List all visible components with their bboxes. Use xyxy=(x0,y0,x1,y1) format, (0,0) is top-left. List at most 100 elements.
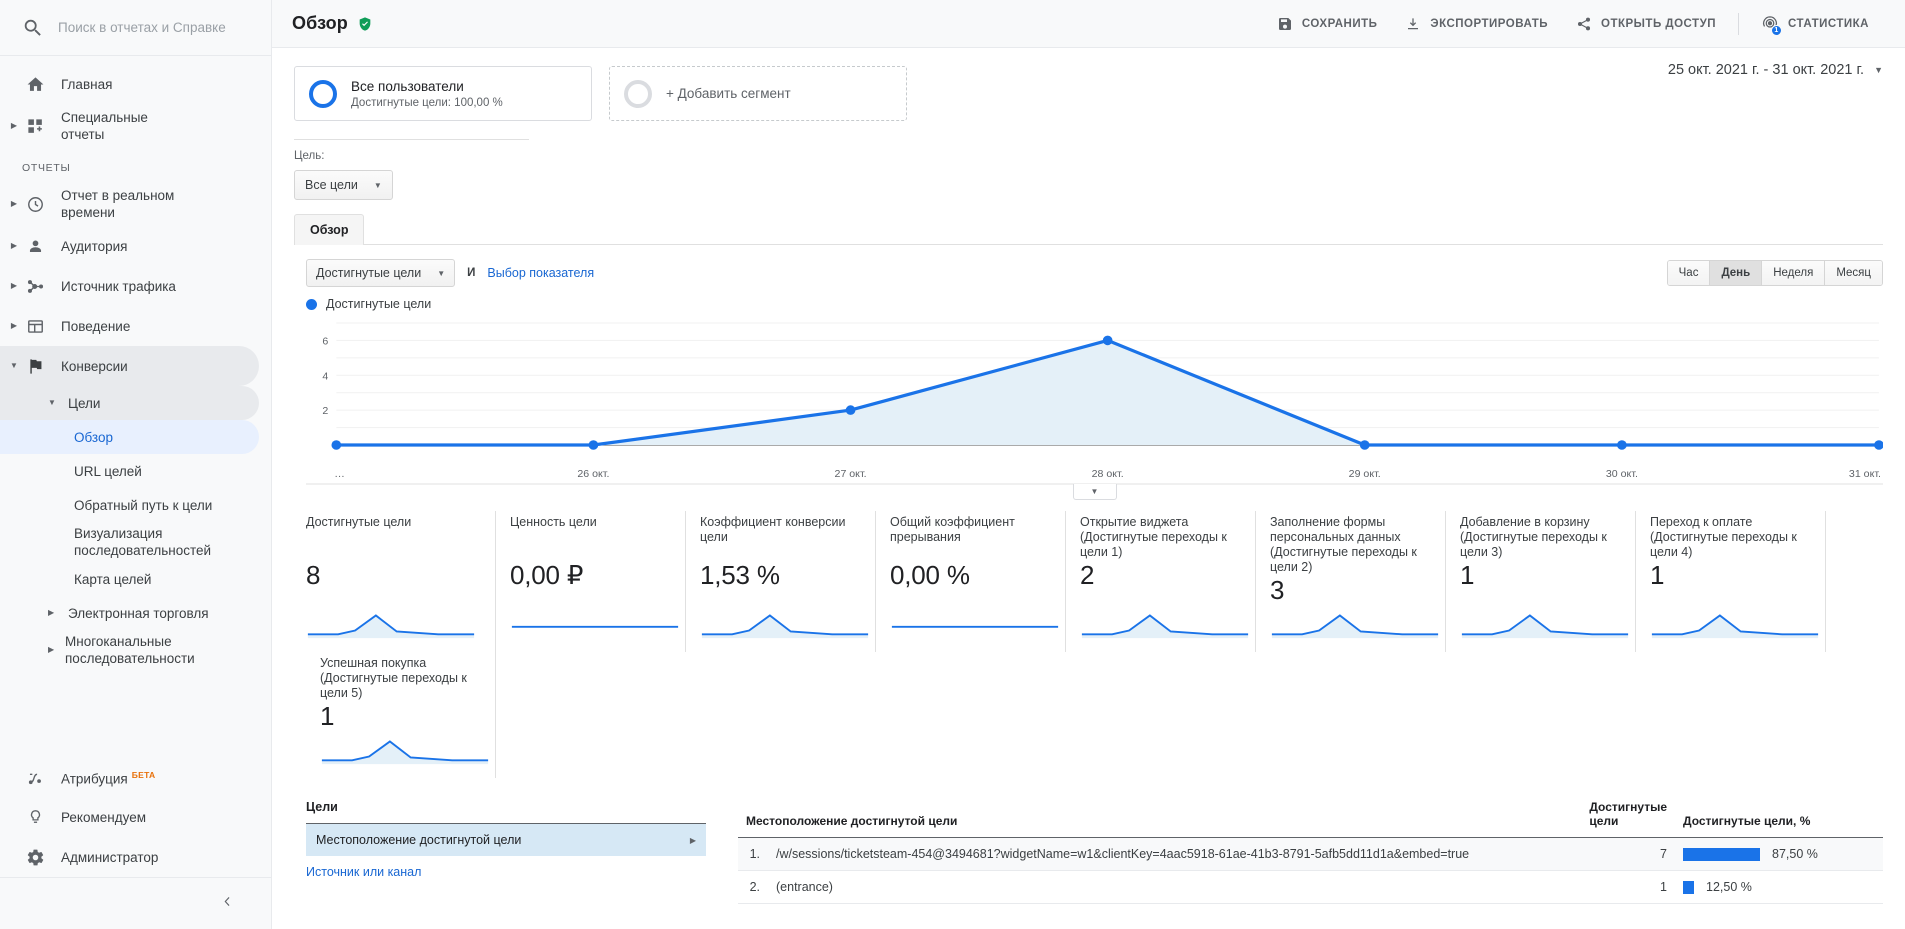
sidebar-item-label: Поведение xyxy=(61,318,131,334)
goal-select[interactable]: Все цели ▼ xyxy=(294,170,393,200)
search-input[interactable] xyxy=(58,20,233,35)
metric-card[interactable]: Ценность цели 0,00 ₽ xyxy=(496,511,686,652)
sidebar-group-multichannel[interactable]: ▶ Многоканальные последовательности xyxy=(0,630,259,670)
metric-card-value: 1 xyxy=(1460,560,1475,590)
table-body: 1./w/sessions/ticketsteam-454@3494681?wi… xyxy=(738,837,1883,904)
sidebar-item-realtime[interactable]: ▶ Отчет в реальном времени xyxy=(0,182,259,226)
row-index: 2. xyxy=(738,870,768,904)
sidebar-item-home[interactable]: Главная xyxy=(0,64,259,104)
chevron-right-icon[interactable]: ▶ xyxy=(48,608,55,617)
sidebar-item-goal-urls[interactable]: URL целей xyxy=(0,454,259,488)
metric-card[interactable]: Добавление в корзину (Достигнутые перехо… xyxy=(1446,511,1636,652)
granularity-hour[interactable]: Час xyxy=(1667,261,1711,285)
metric-card-body: Добавление в корзину (Достигнутые перехо… xyxy=(1446,511,1621,590)
chevron-right-icon[interactable]: ▶ xyxy=(10,281,18,290)
select-metric-link[interactable]: Выбор показателя xyxy=(487,266,595,280)
date-range-picker[interactable]: 25 окт. 2021 г. - 31 окт. 2021 г. ▼ xyxy=(1668,62,1883,78)
metric-card-value: 2 xyxy=(1080,560,1095,590)
sidebar-group-label: Многоканальные последовательности xyxy=(65,634,195,666)
attribution-icon xyxy=(22,768,48,787)
sidebar-collapse-button[interactable] xyxy=(0,877,271,929)
chart-expand-handle[interactable]: ▼ xyxy=(1072,484,1117,500)
metric-cards: Достигнутые цели 8 Ценность цели 0,00 ₽ Коэф… xyxy=(272,501,1905,778)
sidebar-section-label: ОТЧЕТЫ xyxy=(22,162,71,174)
svg-text:6: 6 xyxy=(322,335,328,347)
segment-name: Все пользователи xyxy=(351,79,464,94)
granularity-day[interactable]: День xyxy=(1710,261,1763,285)
chevron-down-icon[interactable]: ▼ xyxy=(10,361,18,370)
sidebar-item-label: Аудитория xyxy=(61,238,128,254)
sidebar-item-admin[interactable]: Администратор xyxy=(0,837,259,877)
metric-card[interactable]: Достигнутые цели 8 xyxy=(306,511,496,652)
chevron-right-icon[interactable]: ▶ xyxy=(689,835,696,845)
metric-card[interactable]: Общий коэффициент прерывания 0,00 % xyxy=(876,511,1066,652)
sidebar-item-attribution[interactable]: Атрибуция БЕТА xyxy=(0,757,259,797)
chevron-right-icon[interactable]: ▶ xyxy=(10,321,18,330)
sparkline xyxy=(1636,605,1819,652)
chevron-down-icon[interactable]: ▼ xyxy=(48,398,56,407)
sparkline xyxy=(306,605,481,652)
sidebar-item-label: Атрибуция БЕТА xyxy=(61,769,156,787)
chevron-right-icon[interactable]: ▶ xyxy=(10,199,18,208)
row-location-link[interactable]: (entrance) xyxy=(768,870,1582,904)
download-icon xyxy=(1405,16,1421,32)
chevron-right-icon[interactable]: ▶ xyxy=(10,121,18,130)
sidebar-item-audience[interactable]: ▶ Аудитория xyxy=(0,226,259,266)
goal-location-table: Местоположение достигнутой цели Достигну… xyxy=(706,800,1883,904)
metric-card[interactable]: Открытие виджета (Достигнутые переходы к… xyxy=(1066,511,1256,652)
tab-overview[interactable]: Обзор xyxy=(294,214,365,245)
segment-card-all-users[interactable]: Все пользователи Достигнутые цели: 100,0… xyxy=(294,66,592,121)
chart-controls: Достигнутые цели ▼ И Выбор показателя Ча… xyxy=(272,245,1905,287)
sidebar-search-row[interactable] xyxy=(0,0,271,56)
table-header-row: Местоположение достигнутой цели Достигну… xyxy=(738,800,1883,838)
metric-card-body: Достигнутые цели 8 xyxy=(306,511,481,590)
chart-canvas[interactable]: 2 4 6 xyxy=(306,315,1883,465)
metric-card-body: Открытие виджета (Достигнутые переходы к… xyxy=(1066,511,1241,590)
sidebar-item-reverse-goal-path[interactable]: Обратный путь к цели xyxy=(0,488,259,522)
metric-card[interactable]: Успешная покупка (Достигнутые переходы к… xyxy=(306,652,496,778)
share-label: ОТКРЫТЬ ДОСТУП xyxy=(1601,17,1717,30)
sidebar-item-label: Рекомендуем xyxy=(61,809,146,825)
table-row[interactable]: 1./w/sessions/ticketsteam-454@3494681?wi… xyxy=(738,837,1883,871)
add-segment-button[interactable]: + Добавить сегмент xyxy=(609,66,907,121)
goal-dimension-location[interactable]: Местоположение достигнутой цели ▶ xyxy=(306,824,706,856)
table-row[interactable]: 2. (entrance) 1 12,50 % xyxy=(738,870,1883,904)
granularity-month[interactable]: Месяц xyxy=(1825,261,1882,285)
sidebar-item-behavior[interactable]: ▶ Поведение xyxy=(0,306,259,346)
sidebar-item-custom-reports[interactable]: ▶ Специальные отчеты xyxy=(0,104,259,148)
granularity-week[interactable]: Неделя xyxy=(1762,261,1826,285)
sidebar-group-ecommerce[interactable]: ▶ Электронная торговля xyxy=(0,596,259,630)
chevron-down-icon: ▼ xyxy=(373,180,382,190)
share-button[interactable]: ОТКРЫТЬ ДОСТУП xyxy=(1562,8,1730,40)
gear-icon xyxy=(22,848,48,867)
chevron-right-icon[interactable]: ▶ xyxy=(10,241,18,250)
sidebar-item-conversions[interactable]: ▼ Конверсии xyxy=(0,346,259,386)
sidebar-group-label: Цели xyxy=(68,395,101,411)
sidebar-item-funnel-visualization[interactable]: Визуализация последовательностей xyxy=(0,522,259,562)
chevron-right-icon[interactable]: ▶ xyxy=(48,645,55,654)
sidebar-item-goals-overview[interactable]: Обзор xyxy=(0,420,259,454)
metric-card-title: Переход к оплате (Достигнутые переходы к… xyxy=(1650,515,1797,559)
metric-select[interactable]: Достигнутые цели ▼ xyxy=(306,259,456,287)
save-button[interactable]: СОХРАНИТЬ xyxy=(1263,8,1392,40)
sidebar-item-goal-flow[interactable]: Карта целей xyxy=(0,562,259,596)
sidebar-item-acquisition[interactable]: ▶ Источник трафика xyxy=(0,266,259,306)
export-button[interactable]: ЭКСПОРТИРОВАТЬ xyxy=(1391,8,1562,40)
metric-card[interactable]: Переход к оплате (Достигнутые переходы к… xyxy=(1636,511,1826,652)
goal-dimension-label: Местоположение достигнутой цели xyxy=(316,833,522,847)
sidebar-item-label: Визуализация последовательностей xyxy=(74,526,212,558)
sidebar-item-recommendations[interactable]: Рекомендуем xyxy=(0,797,259,837)
sparkline xyxy=(496,605,679,652)
insights-button[interactable]: 1 СТАТИСТИКА xyxy=(1747,7,1883,41)
svg-text:…: … xyxy=(334,468,345,480)
search-icon xyxy=(22,17,44,39)
metric-card[interactable]: Коэффициент конверсии цели 1,53 % xyxy=(686,511,876,652)
chevron-down-icon[interactable]: ▼ xyxy=(1874,65,1883,75)
sidebar-item-label: Конверсии xyxy=(61,358,128,374)
metric-card[interactable]: Заполнение формы персональных данных (До… xyxy=(1256,511,1446,652)
sidebar-group-goals[interactable]: ▼ Цели xyxy=(0,386,259,420)
bottom-section: Цели Местоположение достигнутой цели ▶ И… xyxy=(272,778,1905,904)
row-completions: 1 xyxy=(1581,870,1675,904)
row-location-link[interactable]: /w/sessions/ticketsteam-454@3494681?widg… xyxy=(768,837,1582,871)
goal-dimension-source[interactable]: Источник или канал xyxy=(306,856,706,888)
